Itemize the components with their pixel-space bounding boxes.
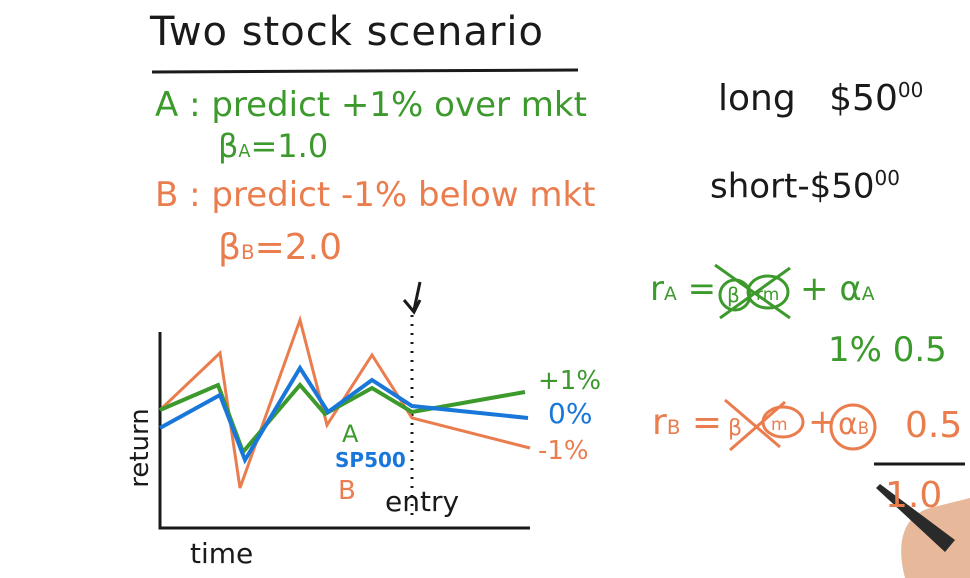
ra-symbol: r bbox=[650, 269, 664, 309]
ra-alpha-subscript: A bbox=[861, 284, 875, 305]
long-amount: $50 bbox=[829, 78, 898, 119]
chart-ylabel: return bbox=[124, 408, 155, 488]
rb-subscript: B bbox=[666, 416, 681, 439]
chart-axes bbox=[158, 332, 530, 530]
beta-a-glyph: β bbox=[727, 283, 740, 307]
rb-alpha-symbol: α bbox=[838, 407, 858, 442]
long-cents: 00 bbox=[897, 78, 924, 102]
ra-alpha-term: + αA bbox=[800, 272, 875, 306]
rb-alpha-subscript: B bbox=[857, 419, 870, 438]
chart-xlabel: time bbox=[190, 537, 254, 570]
short-label: short bbox=[710, 166, 798, 207]
series-label-sp500: SP500 bbox=[335, 448, 406, 472]
rm-a-circle bbox=[746, 274, 790, 310]
end-label-minus: -1% bbox=[538, 436, 589, 466]
rb-alpha: αB bbox=[838, 410, 869, 440]
rm-b-glyph: m bbox=[771, 415, 788, 435]
ra-plus: + bbox=[800, 269, 829, 309]
series-label-b: B bbox=[338, 476, 356, 506]
beta-symbol: β bbox=[218, 127, 239, 165]
long-label: long bbox=[718, 78, 796, 119]
ra-lhs: rA = bbox=[650, 272, 716, 306]
beta-subscript: B bbox=[240, 241, 255, 264]
beta-b-glyph: β bbox=[728, 416, 742, 441]
stock-a-prediction: A : predict +1% over mkt bbox=[155, 85, 587, 125]
rb-symbol: r bbox=[652, 402, 667, 443]
ra-alpha: α bbox=[839, 269, 862, 309]
stock-a-beta: βA=1.0 bbox=[218, 130, 328, 162]
cross-b-2 bbox=[729, 400, 786, 452]
end-label-zero: 0% bbox=[548, 397, 593, 430]
long-position: long $5000 bbox=[718, 80, 923, 117]
short-position: short-$5000 bbox=[710, 168, 900, 203]
entry-arrow bbox=[402, 281, 422, 315]
series-label-a: A bbox=[342, 420, 359, 448]
title-underline bbox=[151, 68, 579, 74]
end-label-plus: +1% bbox=[538, 366, 602, 396]
series-sp500-line bbox=[159, 364, 529, 465]
beta-value: =1.0 bbox=[250, 127, 329, 165]
cross-a-2 bbox=[719, 266, 791, 320]
entry-label: entry bbox=[385, 485, 460, 518]
cross-b-1 bbox=[724, 398, 781, 449]
ra-values: 1% 0.5 bbox=[828, 330, 947, 370]
page-title: Two stock scenario bbox=[150, 9, 544, 55]
beta-value: =2.0 bbox=[254, 227, 342, 268]
rb-plus: + bbox=[808, 402, 837, 442]
short-amount: -$50 bbox=[797, 166, 875, 207]
total-value: 1.0 bbox=[885, 475, 943, 516]
short-cents: 00 bbox=[874, 166, 900, 190]
cross-a-1 bbox=[714, 263, 791, 320]
rb-equals: = bbox=[691, 402, 723, 443]
rm-a-glyph: rm bbox=[756, 285, 779, 305]
beta-subscript: A bbox=[238, 142, 251, 162]
beta-symbol: β bbox=[218, 227, 241, 268]
rb-value: 0.5 bbox=[905, 405, 963, 446]
stock-b-beta: βB=2.0 bbox=[218, 230, 342, 266]
alpha-b-circle bbox=[829, 403, 877, 451]
ra-equals: = bbox=[687, 269, 717, 309]
rb-lhs: rB = bbox=[652, 405, 722, 441]
stock-b-prediction: B : predict -1% below mkt bbox=[155, 175, 596, 215]
ra-subscript: A bbox=[663, 284, 677, 305]
pen-shape bbox=[876, 484, 955, 552]
